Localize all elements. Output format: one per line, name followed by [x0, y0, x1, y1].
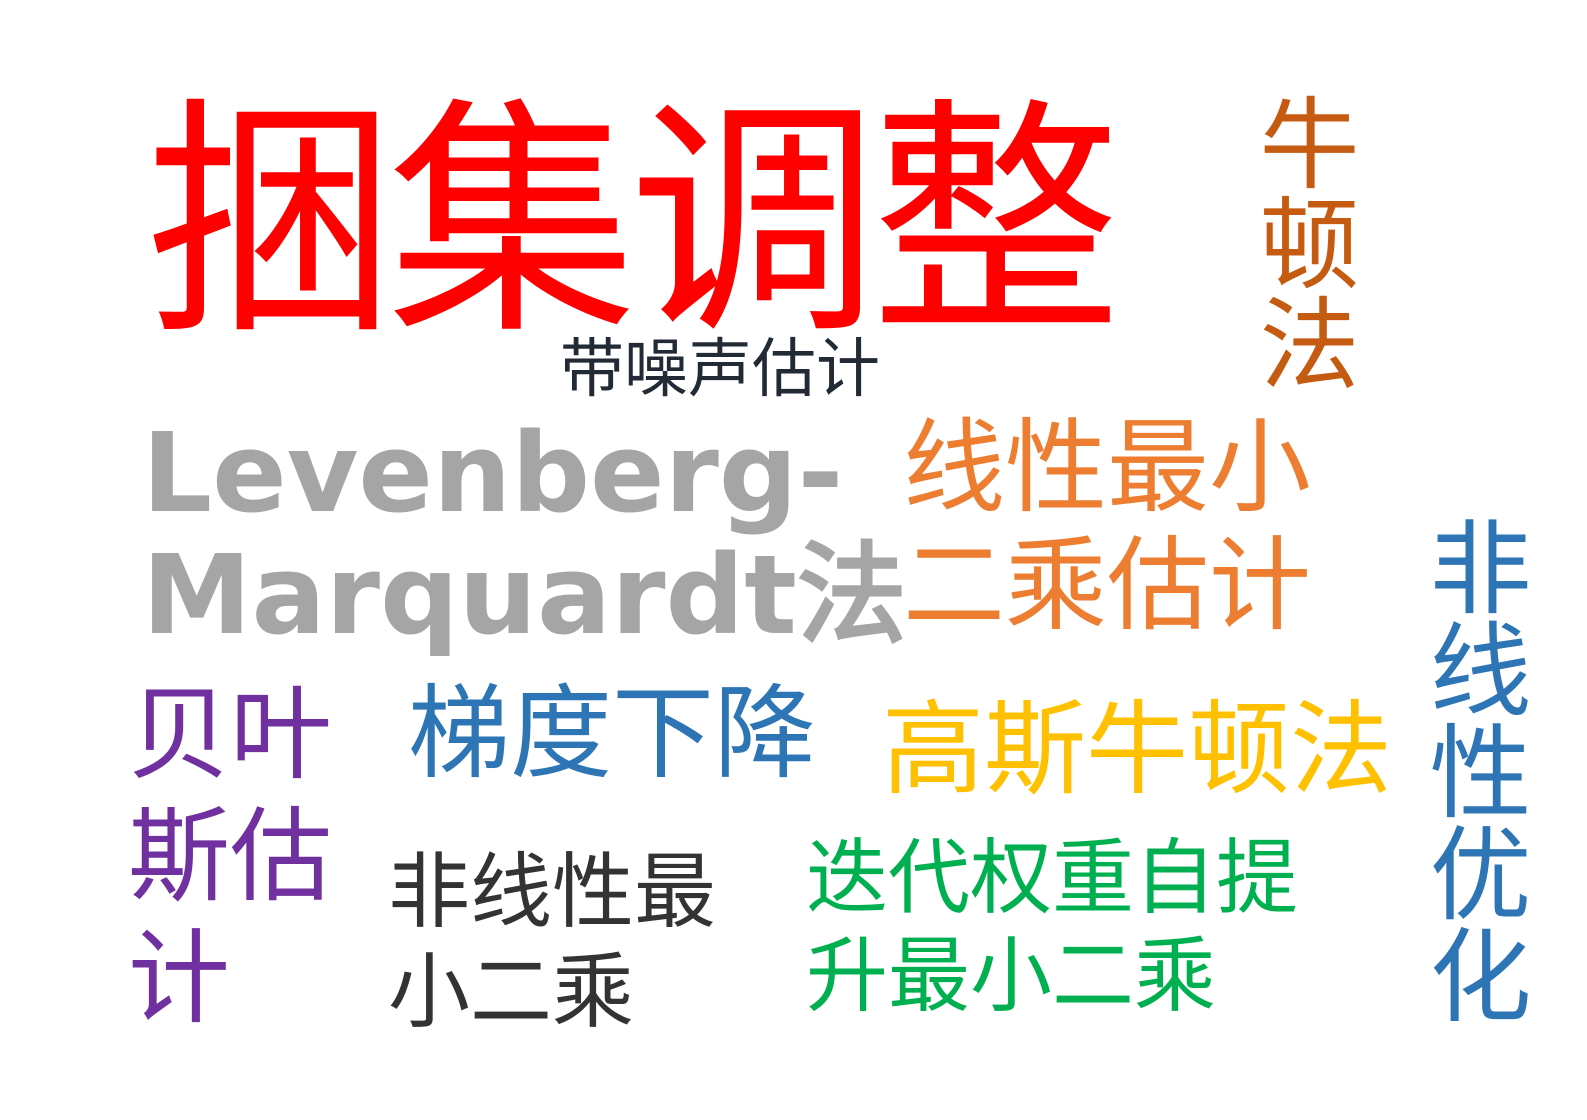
word-line: Marquardt法 [142, 531, 907, 659]
word-text: 牛顿法 [1242, 92, 1359, 392]
word-line: 非线性最 [388, 845, 717, 940]
word-line: 计 [128, 920, 230, 1039]
word-line: 二乘估计 [903, 527, 1311, 646]
word-text: 高斯牛顿法 [882, 691, 1392, 810]
word-line: 小二乘 [388, 945, 635, 1040]
word-nonlinear-least-squares: 非线性最 小二乘 [388, 852, 716, 1052]
word-gradient-descent: 梯度下降 [408, 684, 816, 786]
word-line: 斯估 [128, 798, 332, 917]
word-bundle-adjustment: 捆集调整 [145, 98, 1121, 348]
word-nonlinear-optimization: 非线性优化 [1412, 515, 1531, 1025]
word-linear-least-squares: 线性最小 二乘估计 [903, 418, 1311, 654]
word-line: 迭代权重自提 [806, 831, 1299, 926]
word-text: 梯度下降 [408, 675, 816, 794]
word-text: 带噪声估计 [560, 333, 880, 407]
word-gauss-newton: 高斯牛顿法 [882, 700, 1392, 802]
word-text: 捆集调整 [145, 77, 1121, 368]
word-newton-method: 牛顿法 [1242, 92, 1359, 392]
word-text: 非线性优化 [1412, 515, 1531, 1025]
word-line: 贝叶 [128, 676, 332, 795]
word-irls: 迭代权重自提 升最小二乘 [806, 838, 1298, 1034]
word-noisy-estimation: 带噪声估计 [560, 338, 880, 402]
word-bayesian-estimation: 贝叶 斯估 计 [128, 685, 348, 1051]
word-line: 线性最小 [903, 409, 1311, 528]
word-line: Levenberg- [142, 409, 844, 537]
word-levenberg-marquardt: Levenberg- Marquardt法 [142, 418, 907, 662]
word-line: 升最小二乘 [806, 929, 1217, 1024]
